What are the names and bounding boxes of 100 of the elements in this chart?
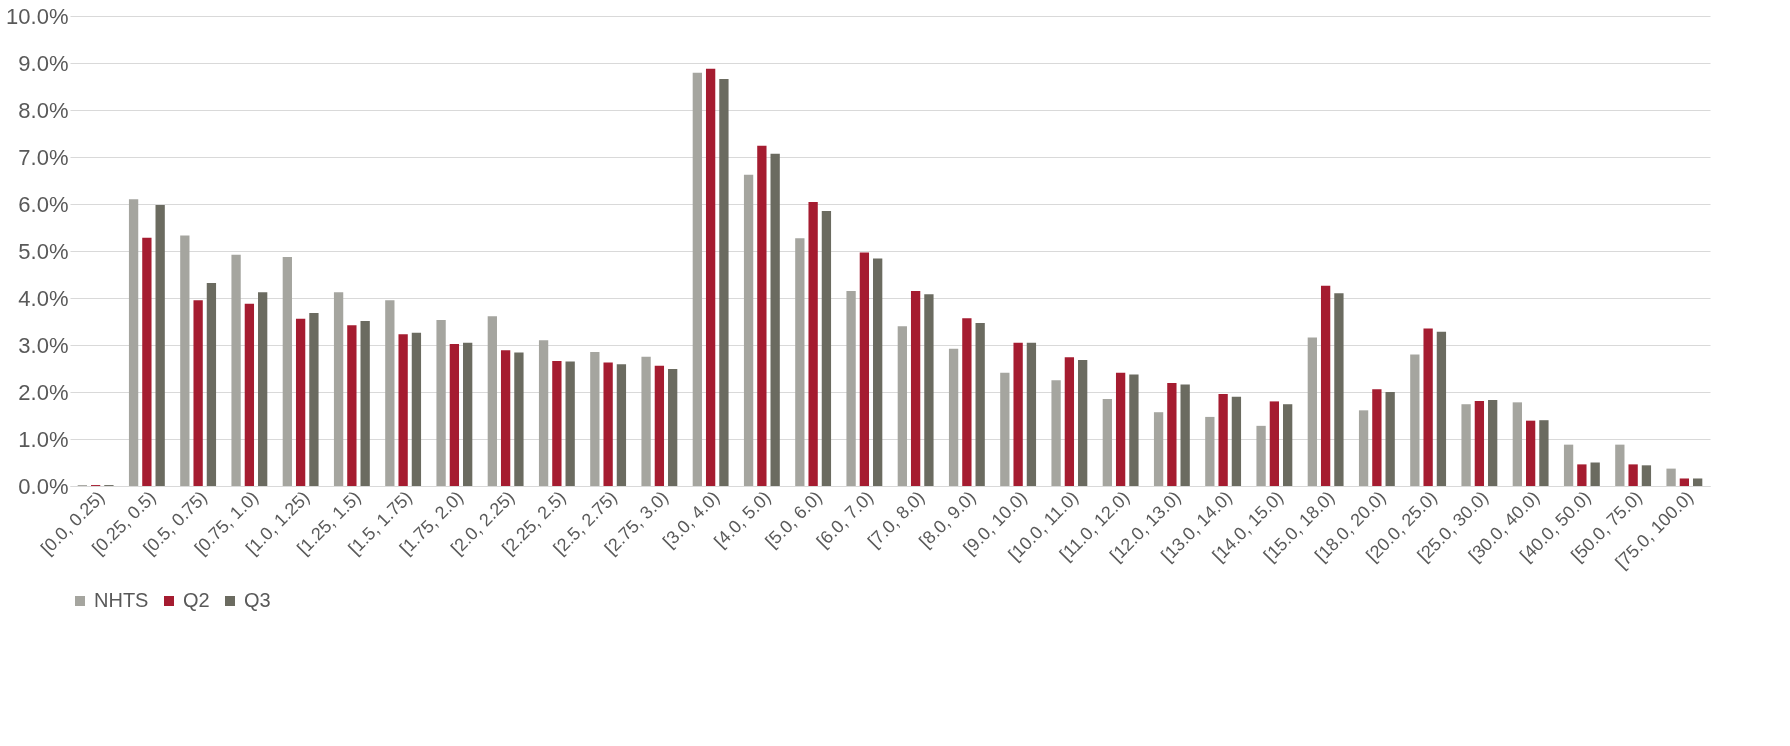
bar (975, 322, 985, 486)
bar (1064, 357, 1075, 486)
bar (436, 320, 446, 486)
bar (1577, 464, 1587, 486)
bar (411, 332, 422, 486)
bar (590, 352, 600, 486)
bar (155, 204, 165, 486)
bar (1410, 354, 1420, 486)
bar (1474, 400, 1485, 486)
bar (719, 78, 729, 486)
bar (463, 342, 473, 486)
y-tick-label: 0.0% (18, 473, 69, 499)
y-tick-label: 3.0% (18, 332, 69, 358)
bar (1283, 404, 1293, 486)
bar (743, 174, 754, 486)
bar (282, 257, 292, 486)
bar (910, 290, 921, 486)
y-tick-label: 8.0% (18, 97, 69, 123)
bar (1026, 342, 1037, 486)
bar (1385, 392, 1395, 486)
y-tick-label: 2.0% (18, 379, 69, 405)
bar (757, 145, 767, 486)
bar (487, 316, 497, 486)
bar (193, 300, 203, 486)
y-tick-label: 7.0% (18, 144, 69, 170)
y-tick-label: 5.0% (18, 238, 69, 264)
bar (1334, 293, 1344, 486)
bar (1000, 372, 1010, 486)
bar (309, 313, 319, 486)
y-tick-label: 4.0% (18, 285, 69, 311)
bar (180, 235, 190, 486)
bar (654, 365, 665, 486)
bar (1512, 402, 1522, 486)
bar (603, 362, 613, 486)
bar (142, 237, 152, 486)
bar (538, 340, 549, 486)
bar (1205, 416, 1215, 486)
bar (1423, 328, 1433, 486)
legend-label: Q2 (183, 589, 210, 611)
bar (1436, 331, 1447, 486)
bar (1693, 478, 1703, 486)
bar (385, 300, 395, 486)
bar (1563, 444, 1574, 486)
bar (616, 364, 627, 486)
bar (1615, 444, 1625, 486)
bar (1666, 468, 1676, 486)
legend-label: Q3 (244, 589, 271, 611)
bar (1167, 383, 1177, 486)
bar (1461, 404, 1471, 486)
bar (770, 153, 780, 486)
bar (1539, 420, 1549, 486)
bar (821, 211, 832, 486)
bar (347, 325, 357, 486)
legend-label: NHTS (94, 589, 149, 611)
y-tick-label: 6.0% (18, 191, 69, 217)
bar (705, 68, 716, 486)
y-tick-label: 10.0% (6, 3, 69, 29)
bar (1679, 478, 1690, 486)
bar (500, 350, 511, 486)
bar (1358, 410, 1369, 486)
bar (846, 290, 856, 486)
bar (1153, 412, 1164, 486)
bar (244, 303, 255, 486)
bar (398, 334, 408, 486)
bar (360, 321, 370, 486)
bar (1231, 396, 1242, 486)
bar (231, 254, 241, 486)
bar (565, 361, 575, 486)
bar (295, 318, 306, 486)
bar (1013, 342, 1023, 486)
bar (859, 252, 870, 486)
bar (808, 202, 818, 486)
bar (1307, 337, 1317, 486)
y-tick-label: 1.0% (18, 426, 69, 452)
bar (206, 282, 217, 486)
bar (948, 348, 959, 486)
bar (1102, 399, 1112, 486)
bar (795, 238, 805, 486)
bar (1218, 393, 1228, 486)
bar (449, 344, 460, 486)
bar (1525, 420, 1536, 486)
bar (1269, 401, 1280, 486)
bar (1372, 389, 1382, 486)
bar (1628, 464, 1638, 486)
y-tick-label: 9.0% (18, 50, 69, 76)
bar (258, 292, 268, 486)
bar (128, 199, 139, 486)
bar (1488, 399, 1498, 486)
bar (1115, 372, 1126, 486)
bar (692, 72, 702, 486)
bar (668, 368, 678, 486)
bar (1320, 285, 1331, 486)
bar (1129, 374, 1139, 486)
bar (924, 294, 934, 486)
bar (514, 352, 524, 486)
bar (1180, 384, 1190, 486)
bar (333, 292, 344, 486)
bar (897, 326, 907, 486)
bar (962, 318, 972, 486)
bar (1256, 425, 1266, 486)
